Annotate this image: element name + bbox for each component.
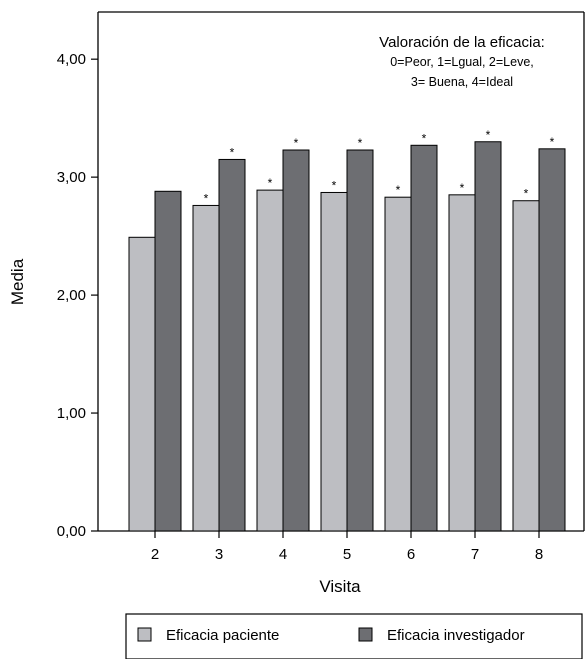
- x-tick-label: 5: [343, 546, 351, 563]
- y-tick-label: 3,00: [57, 169, 86, 186]
- bar-investigador: [538, 148, 566, 532]
- bar-paciente: [320, 191, 348, 532]
- legend: Eficacia paciente Eficacia investigador: [125, 613, 583, 659]
- bar-investigador: [282, 149, 310, 532]
- significance-star: *: [422, 131, 427, 145]
- bar-investigador: [474, 141, 502, 532]
- x-tick-label: 3: [215, 546, 223, 563]
- bar-paciente: [192, 204, 220, 532]
- bar-paciente: [256, 189, 284, 532]
- bar-paciente: [448, 194, 476, 532]
- legend-swatch-investigador: [358, 627, 373, 642]
- significance-star: *: [550, 135, 555, 149]
- x-ticks: 2 3 4 5 6 7 8: [151, 531, 543, 563]
- x-tick-label: 8: [535, 546, 543, 563]
- significance-star: *: [230, 145, 235, 159]
- x-axis-title: Visita: [319, 577, 361, 596]
- significance-star: *: [460, 181, 465, 195]
- y-tick-label: 2,00: [57, 287, 86, 304]
- x-tick-label: 6: [407, 546, 415, 563]
- legend-label-paciente: Eficacia paciente: [166, 627, 279, 644]
- significance-star: *: [332, 178, 337, 192]
- significance-star: *: [524, 187, 529, 201]
- significance-star: *: [358, 136, 363, 150]
- bar-investigador: [410, 144, 438, 532]
- y-axis-title: Media: [8, 258, 27, 305]
- bar-investigador: [218, 158, 246, 532]
- significance-star: *: [396, 183, 401, 197]
- legend-label-investigador: Eficacia investigador: [387, 627, 525, 644]
- y-tick-label: 4,00: [57, 51, 86, 68]
- y-tick-label: 0,00: [57, 523, 86, 540]
- annotation-line-2: 3= Buena, 4=Ideal: [411, 75, 513, 89]
- significance-markers: * * * * * * * * * * * *: [204, 128, 555, 206]
- x-tick-label: 4: [279, 546, 287, 563]
- y-ticks: 0,00 1,00 2,00 3,00 4,00: [57, 51, 98, 540]
- annotation-box: Valoración de la eficacia: 0=Peor, 1=Lgu…: [379, 34, 545, 89]
- annotation-line-1: 0=Peor, 1=Lgual, 2=Leve,: [390, 55, 534, 69]
- annotation-title: Valoración de la eficacia:: [379, 34, 545, 51]
- significance-star: *: [294, 136, 299, 150]
- bar-paciente: [512, 200, 540, 532]
- y-tick-label: 1,00: [57, 405, 86, 422]
- bars: [128, 141, 566, 532]
- bar-paciente: [384, 196, 412, 532]
- legend-box: [125, 613, 583, 659]
- x-tick-label: 7: [471, 546, 479, 563]
- legend-swatch-paciente: [137, 627, 152, 642]
- bar-investigador: [346, 149, 374, 532]
- significance-star: *: [268, 176, 273, 190]
- bar-investigador: [154, 190, 182, 532]
- significance-star: *: [486, 128, 491, 142]
- bar-paciente: [128, 236, 156, 532]
- significance-star: *: [204, 191, 209, 205]
- x-tick-label: 2: [151, 546, 159, 563]
